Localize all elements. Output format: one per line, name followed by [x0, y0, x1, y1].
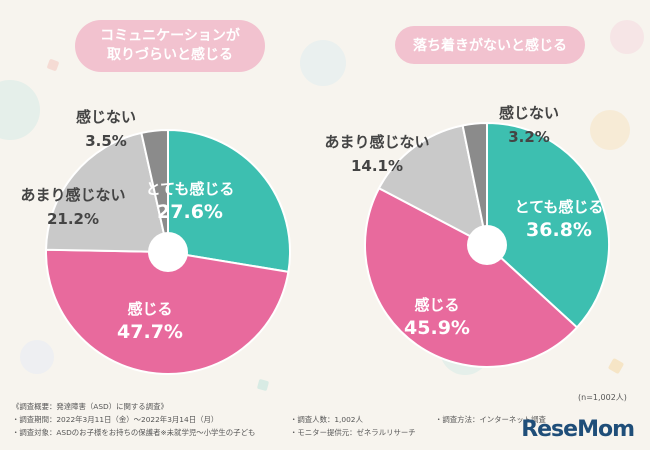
- chart1-title: コミュニケーションが 取りづらいと感じる: [75, 20, 265, 72]
- chart2-slice-1-label: 感じる: [414, 296, 459, 314]
- decor-circle: [300, 40, 346, 86]
- chart2-slice-2-value: 14.1%: [351, 157, 403, 175]
- chart2-slice-0-label: とても感じる: [515, 198, 604, 216]
- decor-circle: [610, 20, 644, 54]
- chart2-title: 落ち着きがないと感じる: [395, 26, 585, 64]
- footer-provider: ・モニター提供元：ゼネラルリサーチ: [290, 428, 416, 437]
- chart1-slice-3: [140, 128, 169, 253]
- footer-heading: 《調査概要：発達障害（ASD）に関する調査》: [12, 402, 168, 411]
- chart2-center-hole: [467, 225, 507, 265]
- chart1-slice-2: [45, 131, 170, 254]
- footer-count: ・調査人数：1,002人: [290, 415, 363, 424]
- chart2-slice-0: [486, 121, 610, 329]
- chart1-slice-2-value: 21.2%: [47, 210, 99, 228]
- chart1-title-line1: コミュニケーションが: [100, 28, 240, 44]
- chart2-slice-0-value: 36.8%: [526, 219, 592, 241]
- decor-circle: [590, 110, 630, 150]
- chart1-title-line2: 取りづらいと感じる: [107, 47, 233, 63]
- chart1-center-hole: [148, 232, 188, 272]
- chart2-slice-3-label: 感じない: [499, 104, 559, 122]
- chart2-slice-2-label: あまり感じない: [324, 133, 429, 151]
- chart2-slice-1: [364, 186, 579, 368]
- chart2-slice-3: [461, 121, 488, 246]
- chart1-slice-2-label: あまり感じない: [20, 186, 125, 204]
- sample-note: (n=1,002人): [578, 393, 627, 402]
- resemom-logo: ReseMom: [521, 417, 635, 442]
- footer-method: ・調査方法：インターネット調査: [435, 415, 546, 424]
- chart2-slice-2: [377, 124, 489, 247]
- chart1-slice-1-value: 47.7%: [117, 321, 183, 343]
- chart1-slice-3-label: 感じない: [76, 108, 136, 126]
- chart2-title-line: 落ち着きがないと感じる: [413, 38, 567, 54]
- chart2-slice-3-value: 3.2%: [508, 128, 550, 146]
- chart1-slice-0-value: 27.6%: [157, 201, 223, 223]
- footer-period: ・調査期間：2022年3月11日（金）～2022年3月14日（月）: [12, 415, 219, 424]
- chart1-slice-1: [45, 248, 290, 375]
- chart1-slice-0: [167, 128, 291, 273]
- chart1-slice-3-value: 3.5%: [85, 132, 127, 150]
- chart1-slice-1-label: 感じる: [127, 300, 172, 318]
- decor-circle: [20, 340, 54, 374]
- chart2-slice-1-value: 45.9%: [404, 317, 470, 339]
- footer-target: ・調査対象：ASDのお子様をお持ちの保護者※未就学児～小学生の子ども: [12, 428, 256, 437]
- chart1-slice-0-label: とても感じる: [146, 180, 235, 198]
